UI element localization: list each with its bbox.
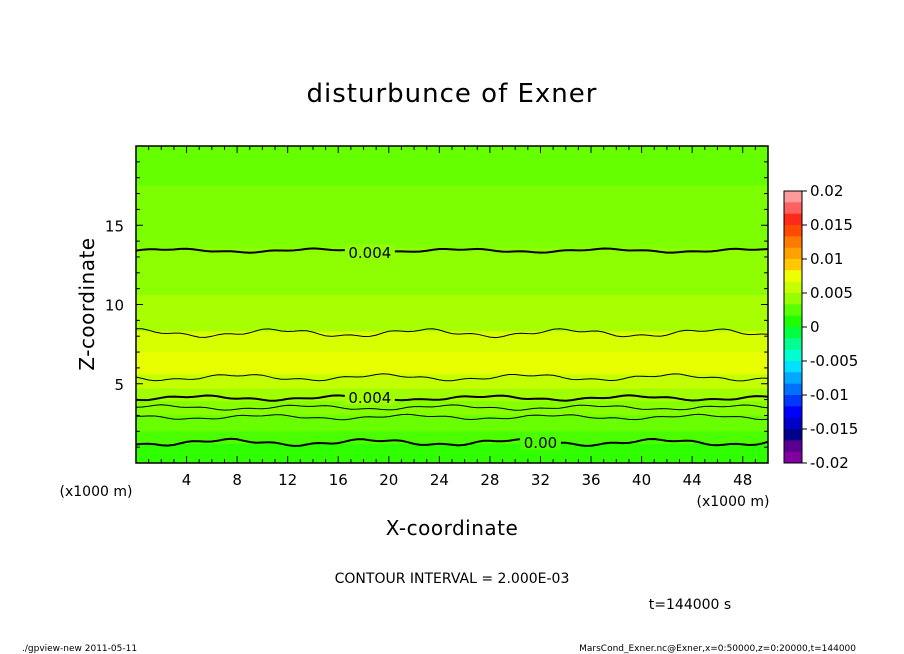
colorbar-ticks: 0.02 0.015 0.01 0.005 0 -0.005 -0.01 -0.015 -0.0… [802,182,858,472]
colorbar-swatch [784,213,802,226]
time-label: t=144000 s [649,597,731,613]
colorbar-swatch [784,338,802,351]
x-tick-label: 8 [232,471,242,489]
colorbar-swatch [784,225,802,237]
colorbar-swatch [784,372,802,385]
y-tick-label: 15 [105,217,124,235]
colorbar-swatch [784,202,802,215]
y-axis-ticks: 5 10 15 [105,161,768,448]
contour-label: 0.004 [348,244,391,262]
contour-line [136,247,768,254]
band [136,415,768,432]
colorbar-swatch [784,281,802,294]
band [136,185,768,248]
contour-interval: CONTOUR INTERVAL = 2.000E-03 [335,571,570,587]
contour-label-bg [344,388,395,405]
band [136,388,768,402]
x-tick-label: 36 [581,471,600,489]
colorbar-swatch [784,247,802,260]
colorbar-swatch [784,270,802,283]
band [136,374,768,390]
footer-right: MarsCond_Exner.nc@Exner,x=0:50000,z=0:20… [579,644,856,654]
colorbar-swatch [784,383,802,396]
x-tick-label: 32 [531,471,550,489]
band [136,146,768,187]
band [136,352,768,375]
x-tick-label: 24 [430,471,449,489]
x-tick-label: 4 [182,471,192,489]
y-tick-label: 10 [105,297,124,315]
colorbar-swatch [784,293,802,305]
contour-line [136,328,768,339]
plot-area: 0.004 0.004 0.00 [135,145,769,464]
contour-label: 0.00 [524,434,557,452]
colorbar [783,190,803,464]
contour-label-bg [520,434,561,451]
x-tick-label: 16 [329,471,348,489]
colorbar-swatch [784,451,802,464]
band [136,247,768,296]
x-tick-label: 12 [278,471,297,489]
colorbar-swatch [784,361,802,373]
colorbar-swatch [784,417,802,430]
contour-line [136,437,768,448]
x-tick-label: 20 [379,471,398,489]
x-unit-left: (x1000 m) [60,484,133,500]
colorbar-tick-label: 0.01 [810,250,843,268]
contour-label-bg [344,244,395,261]
contour-line [136,413,768,421]
x-unit-right: (x1000 m) [697,494,770,510]
colorbar-tick-label: -0.01 [810,386,849,404]
x-tick-label: 44 [683,471,702,489]
colorbar-swatch [784,191,802,203]
colorbar-swatch [784,349,802,362]
band [136,401,768,416]
colorbar-swatch [784,315,802,328]
colorbar-swatch [784,236,802,249]
y-axis-label: Z-coordinate [75,237,99,370]
band [136,443,768,463]
x-tick-label: 28 [480,471,499,489]
colorbar-swatch [784,259,802,271]
band [136,294,768,332]
colorbar-swatch [784,304,802,317]
colorbar-tick-label: 0.005 [810,284,853,302]
colorbar-tick-label: 0.015 [810,216,853,234]
contour-line [136,373,768,382]
colorbar-tick-label: -0.02 [810,454,849,472]
x-tick-label: 40 [632,471,651,489]
colorbar-tick-label: 0.02 [810,182,843,200]
contour-label: 0.004 [348,389,391,407]
contour-line [136,394,768,402]
colorbar-swatch [784,429,802,441]
colorbar-tick-label: -0.005 [810,352,858,370]
x-axis-label: X-coordinate [386,516,519,540]
colorbar-swatch [784,406,802,419]
colorbar-swatch [784,327,802,339]
band [136,431,768,445]
colorbar-swatch [784,395,802,407]
colorbar-swatch [784,440,802,453]
colorbar-tick-label: -0.015 [810,420,858,438]
x-axis-ticks: 4 8 12 16 20 24 28 32 36 40 44 48 [148,146,756,489]
band [136,331,768,353]
chart-title: disturbunce of Exner [307,79,598,109]
x-tick-label: 48 [733,471,752,489]
contour-line [136,404,768,411]
footer-left: ./gpview-new 2011-05-11 [22,644,137,654]
y-tick-label: 5 [114,376,124,394]
colorbar-tick-label: 0 [810,318,820,336]
